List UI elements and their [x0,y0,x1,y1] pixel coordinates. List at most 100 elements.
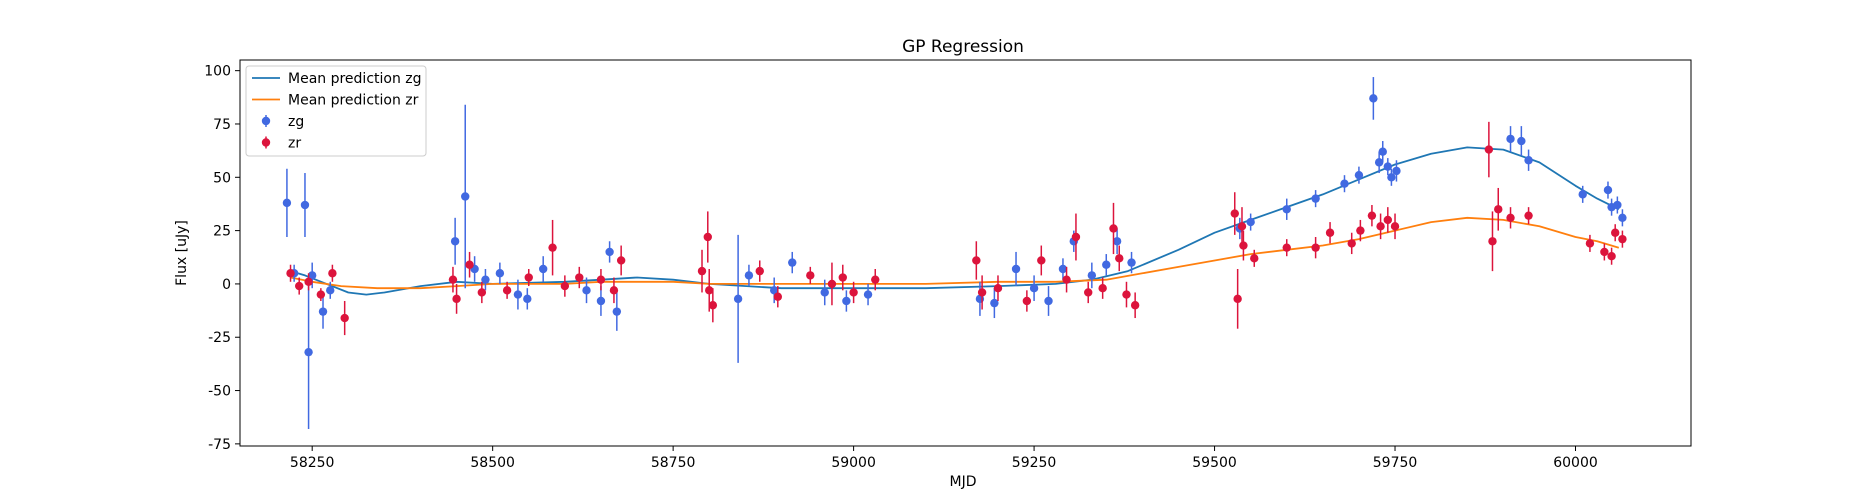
y-axis: -75 -50 -25 0 25 50 75 100 [204,64,240,453]
data-point [838,273,847,282]
data-point [1517,136,1526,146]
data-point [328,269,337,278]
data-point [1102,260,1111,269]
data-point [1084,288,1093,297]
data-point [1029,283,1039,293]
data-point [340,313,349,323]
data-point [1524,156,1533,165]
data-point [1383,162,1393,171]
y-tick-label: 50 [213,170,231,186]
data-point [1044,296,1053,306]
data-point [769,286,779,295]
data-point [448,275,458,284]
data-point [1237,222,1247,231]
data-point [612,307,622,316]
data-point [1378,147,1387,156]
data-point [316,290,326,299]
legend: Mean prediction zg Mean prediction zr zg zr [245,65,427,157]
data-point [744,271,754,280]
data-point [1109,224,1118,233]
data-point [708,301,718,310]
legend-label: zg [288,114,304,130]
data-point [849,288,858,297]
data-point [1600,247,1609,257]
x-tick-label: 59250 [1012,455,1057,471]
data-point [697,266,707,276]
data-point [1367,211,1377,220]
series-points-zr [286,121,1627,336]
data-point [1613,200,1622,210]
y-tick-label: 0 [222,277,231,293]
data-point [806,271,815,280]
data-point [871,275,880,284]
series-points-zg [282,77,1627,429]
data-point [1524,211,1533,220]
data-point [548,243,557,252]
x-tick-label: 60000 [1553,455,1598,471]
data-point [1282,243,1291,252]
x-axis-title: MJD [950,474,977,490]
data-point [1356,226,1365,235]
data-point [977,288,987,297]
data-point [450,237,460,246]
data-point [495,269,505,278]
data-point [596,296,606,306]
data-point [1037,256,1046,265]
data-point [703,232,712,242]
data-point [1506,134,1515,144]
data-point [1311,194,1320,203]
data-point [1488,237,1497,246]
data-point [502,286,512,295]
data-point [1230,209,1239,218]
data-point [1374,158,1384,167]
plot-area-frame [239,59,1692,447]
x-tick-label: 59500 [1192,455,1237,471]
data-point [326,286,335,295]
legend-label: Mean prediction zr [288,93,419,109]
data-point [452,294,461,304]
data-point [1484,145,1494,154]
x-axis: 58250 58500 58750 59000 59250 59500 59750 60000 [290,446,1598,471]
data-point [605,247,614,257]
y-tick-label: -75 [208,437,231,453]
data-point [1390,222,1400,231]
data-point [788,258,797,267]
data-point [477,288,487,297]
data-point [1233,294,1242,304]
data-point [1239,241,1248,250]
data-point [1611,228,1620,237]
data-point [1112,237,1122,246]
x-tick-label: 59000 [831,455,876,471]
data-point [1311,243,1320,252]
data-point [1387,173,1396,182]
data-point [616,256,626,265]
data-point [523,294,532,304]
legend-point-swatch [261,116,271,126]
data-point [993,283,1003,293]
data-point [609,286,619,295]
data-point [1340,179,1349,188]
series-line-mean-prediction-zr [290,216,1620,290]
data-point [773,292,783,301]
data-point [513,290,523,299]
data-point [1578,190,1587,199]
data-point [465,260,474,269]
y-axis-title: Flux [uJy] [174,220,190,286]
x-tick-label: 58500 [470,455,515,471]
data-point [1071,232,1081,242]
y-tick-label: 75 [213,117,231,133]
data-point [1618,234,1627,244]
data-point [582,286,591,295]
data-point [538,264,548,274]
legend-point-swatch [261,138,271,147]
data-point [1392,166,1401,176]
data-point [1127,258,1136,267]
legend-label: Mean prediction zg [288,71,422,87]
data-point [1325,228,1335,237]
data-point [1369,94,1378,103]
data-point [842,296,851,306]
data-point [304,347,313,357]
data-point [1087,271,1097,280]
